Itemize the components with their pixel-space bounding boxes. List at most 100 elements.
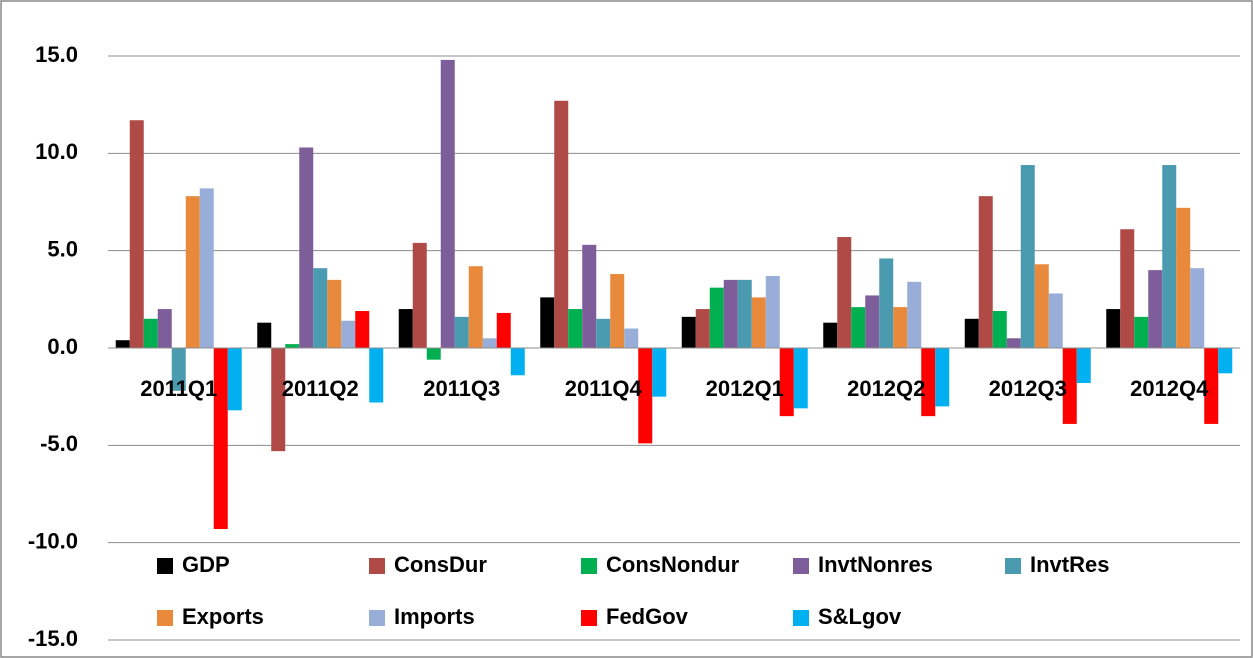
bar [341, 320, 356, 348]
legend-swatch [581, 610, 597, 626]
legend-swatch [369, 610, 385, 626]
bar [851, 307, 866, 348]
legend-label: InvtRes [1030, 552, 1109, 577]
bar [582, 244, 597, 348]
bar [115, 340, 130, 348]
bar [369, 348, 384, 403]
bar [1106, 309, 1121, 348]
legend-label: Imports [394, 604, 475, 629]
bar [681, 316, 696, 348]
legend-label: FedGov [606, 604, 689, 629]
bar [652, 348, 667, 397]
x-tick-label: 2011Q1 [140, 376, 217, 401]
y-tick-label: 5.0 [47, 236, 78, 261]
x-tick-label: 2011Q4 [565, 376, 643, 401]
bar [695, 309, 710, 348]
bar [723, 279, 738, 348]
legend-label: S&Lgov [818, 604, 902, 629]
bar [171, 348, 186, 391]
bar [299, 147, 314, 348]
bar [482, 338, 497, 348]
bar [765, 275, 780, 348]
legend-swatch [581, 558, 597, 574]
bar [199, 188, 214, 348]
bar [751, 297, 766, 348]
bar [227, 348, 242, 411]
bar [496, 312, 511, 348]
bar [837, 237, 852, 348]
bar [468, 266, 483, 348]
bar [554, 100, 569, 348]
bar [964, 318, 979, 348]
bar [992, 311, 1007, 348]
bar [1176, 207, 1191, 348]
bar [879, 258, 894, 348]
y-tick-label: 15.0 [35, 42, 78, 67]
bar [454, 316, 469, 348]
bar [1218, 348, 1233, 374]
legend-label: ConsNondur [606, 552, 740, 577]
bar [779, 348, 794, 417]
bar [426, 348, 441, 360]
bar [568, 309, 583, 348]
bar [1120, 229, 1135, 348]
bar [257, 322, 272, 348]
x-tick-label: 2012Q2 [847, 376, 925, 401]
x-tick-label: 2012Q4 [1130, 376, 1209, 401]
y-tick-label: 10.0 [35, 139, 78, 164]
y-tick-label: -5.0 [40, 431, 78, 456]
bar [412, 242, 427, 348]
bar [185, 196, 200, 348]
legend-swatch [793, 558, 809, 574]
bar [921, 348, 936, 417]
legend-label: ConsDur [394, 552, 487, 577]
bar [893, 307, 908, 348]
bar [1006, 338, 1021, 348]
bar [157, 309, 172, 348]
legend-swatch [793, 610, 809, 626]
bar [510, 348, 525, 376]
bar [1020, 165, 1035, 348]
x-tick-label: 2011Q3 [423, 376, 500, 401]
bar [1162, 165, 1177, 348]
bar [398, 309, 413, 348]
bar [1204, 348, 1219, 424]
bar [610, 274, 625, 348]
bar [271, 348, 286, 452]
bar [540, 297, 555, 348]
bar [907, 281, 922, 348]
legend-swatch [157, 558, 173, 574]
bar [129, 120, 144, 349]
x-tick-label: 2012Q1 [706, 376, 784, 401]
legend-label: GDP [182, 552, 230, 577]
bar [213, 348, 228, 530]
bar [143, 318, 158, 348]
bar [1048, 293, 1063, 348]
bar [327, 279, 342, 348]
bar [638, 348, 653, 444]
bar [1076, 348, 1091, 384]
bar [978, 196, 993, 348]
y-tick-label: -10.0 [28, 528, 78, 553]
x-tick-label: 2012Q3 [989, 376, 1067, 401]
bar [624, 328, 639, 348]
bar [1034, 264, 1049, 348]
bar [440, 59, 455, 348]
legend-label: InvtNonres [818, 552, 933, 577]
bar [355, 311, 370, 348]
bar [313, 268, 328, 348]
bar [285, 344, 300, 348]
bar [1148, 270, 1163, 348]
bar [1134, 316, 1149, 348]
bar [1062, 348, 1077, 424]
bar [596, 318, 611, 348]
bar [709, 287, 724, 348]
bar [737, 279, 752, 348]
bar [793, 348, 808, 409]
legend-swatch [1005, 558, 1021, 574]
bar [935, 348, 950, 407]
legend-label: Exports [182, 604, 264, 629]
bar [823, 322, 838, 348]
bar [865, 295, 880, 348]
